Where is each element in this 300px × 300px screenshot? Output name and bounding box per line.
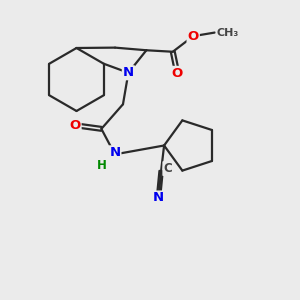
Text: H: H bbox=[97, 159, 107, 172]
Text: O: O bbox=[172, 67, 183, 80]
Text: N: N bbox=[109, 146, 120, 159]
Text: O: O bbox=[188, 30, 199, 43]
Text: CH₃: CH₃ bbox=[216, 28, 238, 38]
Text: N: N bbox=[153, 191, 164, 205]
Text: C: C bbox=[163, 162, 172, 175]
Text: O: O bbox=[69, 119, 81, 132]
Text: N: N bbox=[123, 66, 134, 79]
